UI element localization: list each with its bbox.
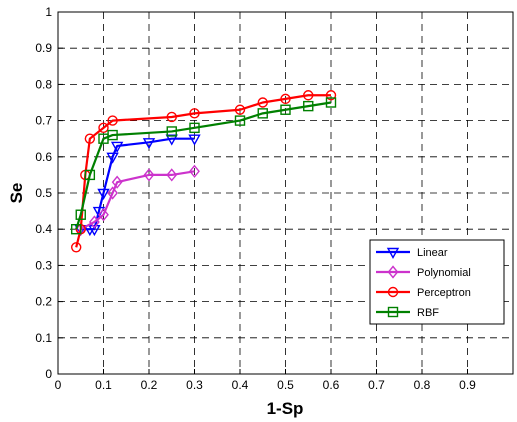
perceptron-point xyxy=(257,97,268,108)
legend-item-rbf: RBF xyxy=(376,306,439,319)
x-tick-label: 0.9 xyxy=(459,378,476,392)
polynomial-point xyxy=(107,186,119,200)
legend-marker-rbf xyxy=(387,306,399,318)
rbf-point xyxy=(280,104,291,115)
polynomial-point xyxy=(143,168,155,182)
rbf-point xyxy=(257,108,268,119)
perceptron-point xyxy=(107,115,118,126)
perceptron-point xyxy=(325,90,337,101)
y-tick-label: 0.1 xyxy=(35,331,52,345)
y-tick-label: 0.6 xyxy=(35,150,52,164)
x-tick-label: 0 xyxy=(55,378,62,392)
rbf-point xyxy=(189,122,200,134)
perceptron-point xyxy=(84,133,96,144)
y-tick-label: 0.5 xyxy=(35,186,52,200)
y-tick-label: 0.4 xyxy=(35,222,52,236)
legend: Linear Polynomial Perceptron RBF xyxy=(369,239,505,325)
legend-label-linear: Linear xyxy=(417,247,448,259)
legend-box xyxy=(369,239,505,325)
perceptron-point xyxy=(280,93,291,105)
legend-item-perceptron: Perceptron xyxy=(376,286,471,299)
x-axis-title: 1-Sp xyxy=(267,399,304,418)
x-tick-label: 0.5 xyxy=(277,378,294,392)
y-tick-label: 0 xyxy=(45,367,52,381)
x-tick-label: 0.6 xyxy=(323,378,340,392)
series-layer xyxy=(70,90,337,253)
x-tick-label: 0.4 xyxy=(232,378,249,392)
x-tick-label: 0.2 xyxy=(141,378,158,392)
linear-point xyxy=(106,152,119,164)
perceptron-point xyxy=(303,90,314,101)
x-tick-label: 0.8 xyxy=(414,378,431,392)
y-tick-label: 0.7 xyxy=(35,114,52,128)
rbf-point xyxy=(107,129,118,141)
polynomial-point xyxy=(98,208,109,222)
perceptron-point xyxy=(70,242,82,253)
y-tick-label: 0.8 xyxy=(35,77,52,91)
y-axis-title: Se xyxy=(7,183,26,204)
legend-marker-linear xyxy=(386,247,400,259)
legend-item-polynomial: Polynomial xyxy=(376,265,471,279)
x-tick-label: 0.7 xyxy=(368,378,385,392)
linear-point xyxy=(188,134,201,146)
y-tick-label: 0.2 xyxy=(35,295,52,309)
perceptron-point xyxy=(166,111,177,123)
rbf-point xyxy=(166,126,177,137)
perceptron-point xyxy=(189,108,200,119)
perceptron-point xyxy=(234,104,246,115)
polynomial-point xyxy=(166,168,178,182)
legend-item-linear: Linear xyxy=(376,247,448,259)
legend-marker-perceptron xyxy=(387,286,399,298)
polynomial-point xyxy=(189,164,200,178)
rbf-line xyxy=(75,101,332,230)
rbf-point xyxy=(325,97,337,108)
polynomial-point xyxy=(88,215,100,229)
x-tick-label: 0.1 xyxy=(95,378,112,392)
rbf-point xyxy=(234,115,246,126)
grid xyxy=(58,12,513,374)
rbf-point xyxy=(75,209,86,220)
perceptron-point xyxy=(98,122,109,134)
linear-point xyxy=(110,141,124,153)
legend-marker-polynomial xyxy=(387,265,399,279)
y-tick-label: 1 xyxy=(45,5,52,19)
series-polynomial xyxy=(75,164,200,236)
x-tick-label: 0.3 xyxy=(186,378,203,392)
linear-point xyxy=(165,134,178,146)
legend-label-polynomial: Polynomial xyxy=(417,267,471,279)
y-tick-label: 0.3 xyxy=(35,258,52,272)
linear-point xyxy=(97,188,110,200)
y-tick-label: 0.9 xyxy=(35,41,52,55)
rbf-point xyxy=(84,169,96,181)
polynomial-point xyxy=(111,175,123,189)
series-linear xyxy=(74,134,201,237)
linear-point xyxy=(88,224,101,237)
series-rbf xyxy=(70,97,337,235)
ticks: 0 0.1 0.2 0.3 0.4 0.5 0.6 0.7 0.8 0.9 0 0.1 0.2 0.3 0.… xyxy=(35,5,476,392)
rbf-point xyxy=(70,223,82,235)
linear-point xyxy=(142,138,156,150)
legend-label-perceptron: Perceptron xyxy=(417,287,471,299)
legend-label-rbf: RBF xyxy=(417,307,439,319)
rbf-point xyxy=(303,100,314,112)
